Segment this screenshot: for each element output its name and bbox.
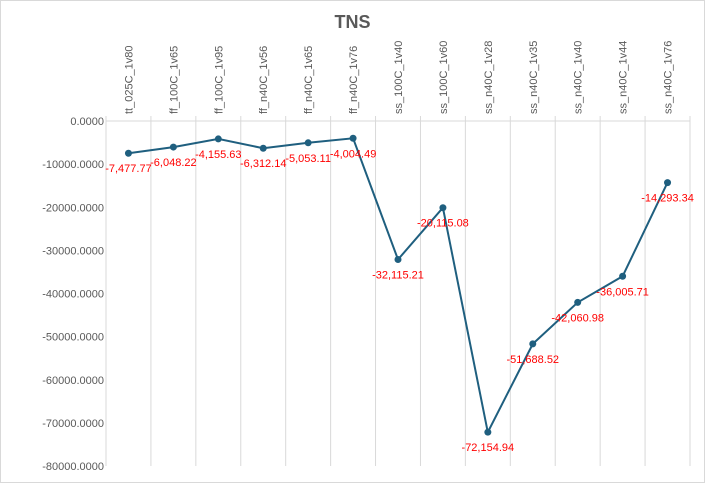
data-point bbox=[439, 204, 447, 212]
x-tick-label: ss_100C_1v60 bbox=[438, 41, 450, 114]
data-point bbox=[664, 179, 672, 187]
y-tick-label: 0.0000 bbox=[70, 116, 104, 128]
y-tick-label: -70000.0000 bbox=[42, 418, 104, 430]
data-point bbox=[169, 143, 177, 151]
y-tick-label: -30000.0000 bbox=[42, 245, 104, 257]
x-tick-label: ss_n40C_1v40 bbox=[573, 41, 585, 114]
data-point bbox=[484, 428, 492, 436]
data-label: -7,477.77 bbox=[105, 163, 151, 175]
x-tick-label: ff_n40C_1v56 bbox=[258, 46, 270, 114]
data-point bbox=[259, 144, 267, 152]
y-tick-label: -20000.0000 bbox=[42, 202, 104, 214]
data-label: -6,048.22 bbox=[150, 157, 196, 169]
data-label: -36,005.71 bbox=[596, 286, 649, 298]
x-tick-label: ss_n40C_1v35 bbox=[528, 41, 540, 114]
x-tick-label: ss_n40C_1v28 bbox=[483, 41, 495, 114]
x-tick-label: ss_n40C_1v44 bbox=[618, 41, 630, 114]
series-line bbox=[128, 137, 669, 436]
data-label: -5,053.11 bbox=[285, 153, 331, 165]
x-tick-label: ff_n40C_1v65 bbox=[303, 46, 315, 114]
y-tick-label: -50000.0000 bbox=[42, 332, 104, 344]
x-tick-label: ff_100C_1v65 bbox=[168, 46, 180, 114]
y-tick-label: -80000.0000 bbox=[42, 461, 104, 473]
data-point bbox=[574, 298, 582, 306]
data-label: -72,154.94 bbox=[462, 442, 515, 454]
x-tick-label: ff_n40C_1v76 bbox=[348, 46, 360, 114]
data-label: -32,115.21 bbox=[372, 269, 424, 281]
data-label: -6,312.14 bbox=[240, 158, 286, 170]
data-point bbox=[124, 149, 132, 157]
x-tick-label: ss_n40C_1v76 bbox=[663, 41, 675, 114]
data-point bbox=[214, 135, 222, 143]
data-label: -42,060.98 bbox=[551, 312, 604, 324]
data-point bbox=[304, 139, 312, 147]
y-tick-label: -10000.0000 bbox=[42, 159, 104, 171]
data-point bbox=[349, 134, 357, 142]
x-tick-label: ff_100C_1v95 bbox=[213, 46, 225, 114]
y-tick-label: -60000.0000 bbox=[42, 375, 104, 387]
data-label: -14,293.34 bbox=[641, 193, 694, 205]
data-label: -20,115.08 bbox=[417, 218, 469, 230]
data-point bbox=[529, 340, 537, 348]
data-point bbox=[619, 272, 627, 280]
y-tick-label: -40000.0000 bbox=[42, 289, 104, 301]
chart-title: TNS bbox=[334, 12, 371, 32]
data-point bbox=[394, 255, 402, 263]
data-label: -4,004.49 bbox=[330, 148, 376, 160]
data-label: -51,688.52 bbox=[506, 354, 559, 366]
x-tick-label: tt_025C_1v80 bbox=[123, 46, 135, 115]
data-label: -4,155.63 bbox=[195, 149, 241, 161]
x-tick-label: ss_100C_1v40 bbox=[393, 41, 405, 114]
